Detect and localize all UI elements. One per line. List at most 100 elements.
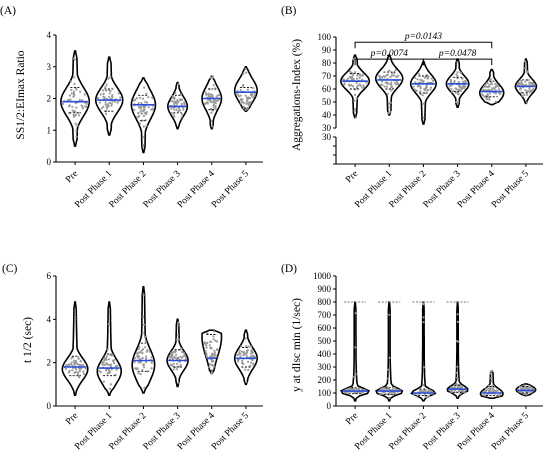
data-point bbox=[145, 124, 148, 127]
data-point bbox=[107, 77, 110, 80]
data-point bbox=[498, 394, 501, 397]
data-point bbox=[246, 98, 249, 101]
data-point bbox=[145, 350, 148, 353]
data-point bbox=[390, 89, 393, 92]
data-point bbox=[528, 81, 531, 84]
data-point bbox=[389, 82, 392, 85]
data-point bbox=[99, 371, 102, 374]
data-point bbox=[531, 82, 535, 86]
data-point bbox=[169, 100, 172, 103]
data-point bbox=[70, 88, 73, 92]
data-point bbox=[107, 369, 110, 372]
data-point bbox=[352, 73, 355, 76]
data-point bbox=[495, 389, 498, 392]
data-point bbox=[528, 384, 531, 387]
data-point bbox=[107, 322, 110, 326]
data-point bbox=[456, 71, 459, 74]
data-point bbox=[388, 106, 391, 109]
data-point bbox=[242, 105, 245, 108]
data-point bbox=[141, 356, 144, 359]
data-point bbox=[151, 107, 154, 110]
data-point bbox=[175, 108, 178, 111]
data-point bbox=[354, 116, 358, 119]
y-tick-label: 500 bbox=[318, 336, 332, 346]
category-label: Post Phase 5 bbox=[490, 411, 531, 452]
data-point bbox=[498, 92, 501, 95]
data-point bbox=[102, 380, 105, 383]
data-point bbox=[142, 293, 145, 296]
data-point bbox=[173, 115, 176, 118]
data-point bbox=[66, 99, 69, 102]
data-point bbox=[70, 361, 73, 364]
data-point bbox=[147, 96, 150, 99]
data-point bbox=[208, 344, 211, 347]
data-point bbox=[113, 100, 117, 103]
data-point bbox=[348, 70, 352, 73]
data-point bbox=[106, 363, 109, 366]
data-point bbox=[526, 93, 529, 96]
data-point bbox=[490, 89, 493, 92]
data-point bbox=[483, 394, 486, 397]
data-point bbox=[214, 339, 217, 342]
data-point bbox=[171, 357, 174, 360]
data-point bbox=[490, 81, 493, 84]
data-point bbox=[211, 75, 215, 78]
data-point bbox=[456, 385, 459, 388]
data-point bbox=[394, 69, 397, 72]
data-point bbox=[177, 356, 180, 359]
data-point bbox=[143, 386, 146, 389]
data-point bbox=[457, 81, 460, 84]
data-point bbox=[138, 346, 141, 349]
data-point bbox=[449, 78, 452, 82]
data-point bbox=[70, 357, 73, 360]
data-point bbox=[210, 111, 213, 114]
data-point bbox=[252, 87, 255, 90]
data-point bbox=[388, 69, 391, 72]
data-point bbox=[77, 372, 80, 375]
data-point bbox=[75, 368, 78, 371]
panel-a-ylabel: SS1/2:EImax Ratio bbox=[15, 50, 27, 139]
data-point bbox=[102, 92, 105, 96]
data-point bbox=[212, 338, 215, 341]
data-point bbox=[176, 362, 179, 365]
data-point bbox=[110, 102, 113, 106]
data-point bbox=[139, 358, 142, 361]
data-point bbox=[175, 338, 178, 341]
data-point bbox=[212, 84, 215, 87]
data-point bbox=[108, 387, 111, 390]
data-point bbox=[493, 390, 496, 393]
data-point bbox=[136, 116, 139, 119]
data-point bbox=[181, 113, 184, 116]
data-point bbox=[428, 395, 431, 398]
data-point bbox=[68, 369, 71, 372]
data-point bbox=[252, 354, 255, 357]
data-point bbox=[250, 100, 253, 104]
data-point bbox=[109, 383, 112, 386]
data-point bbox=[244, 345, 247, 348]
data-point bbox=[246, 88, 249, 91]
data-point bbox=[148, 350, 151, 353]
data-point bbox=[103, 356, 106, 359]
data-point bbox=[456, 313, 459, 316]
data-point bbox=[482, 85, 486, 88]
data-point bbox=[413, 88, 416, 91]
data-point bbox=[172, 96, 175, 100]
data-point bbox=[393, 387, 396, 390]
data-point bbox=[80, 104, 83, 107]
data-point bbox=[206, 341, 209, 345]
data-point bbox=[524, 89, 527, 92]
data-point bbox=[78, 370, 81, 373]
data-point bbox=[387, 112, 390, 115]
data-point bbox=[422, 102, 425, 105]
data-point bbox=[173, 108, 176, 111]
data-point bbox=[380, 392, 383, 395]
data-point bbox=[488, 84, 491, 87]
data-point bbox=[105, 107, 109, 110]
data-point bbox=[456, 340, 460, 343]
y-tick-label: 50 bbox=[322, 97, 332, 107]
data-point bbox=[419, 92, 422, 95]
data-point bbox=[109, 363, 112, 366]
